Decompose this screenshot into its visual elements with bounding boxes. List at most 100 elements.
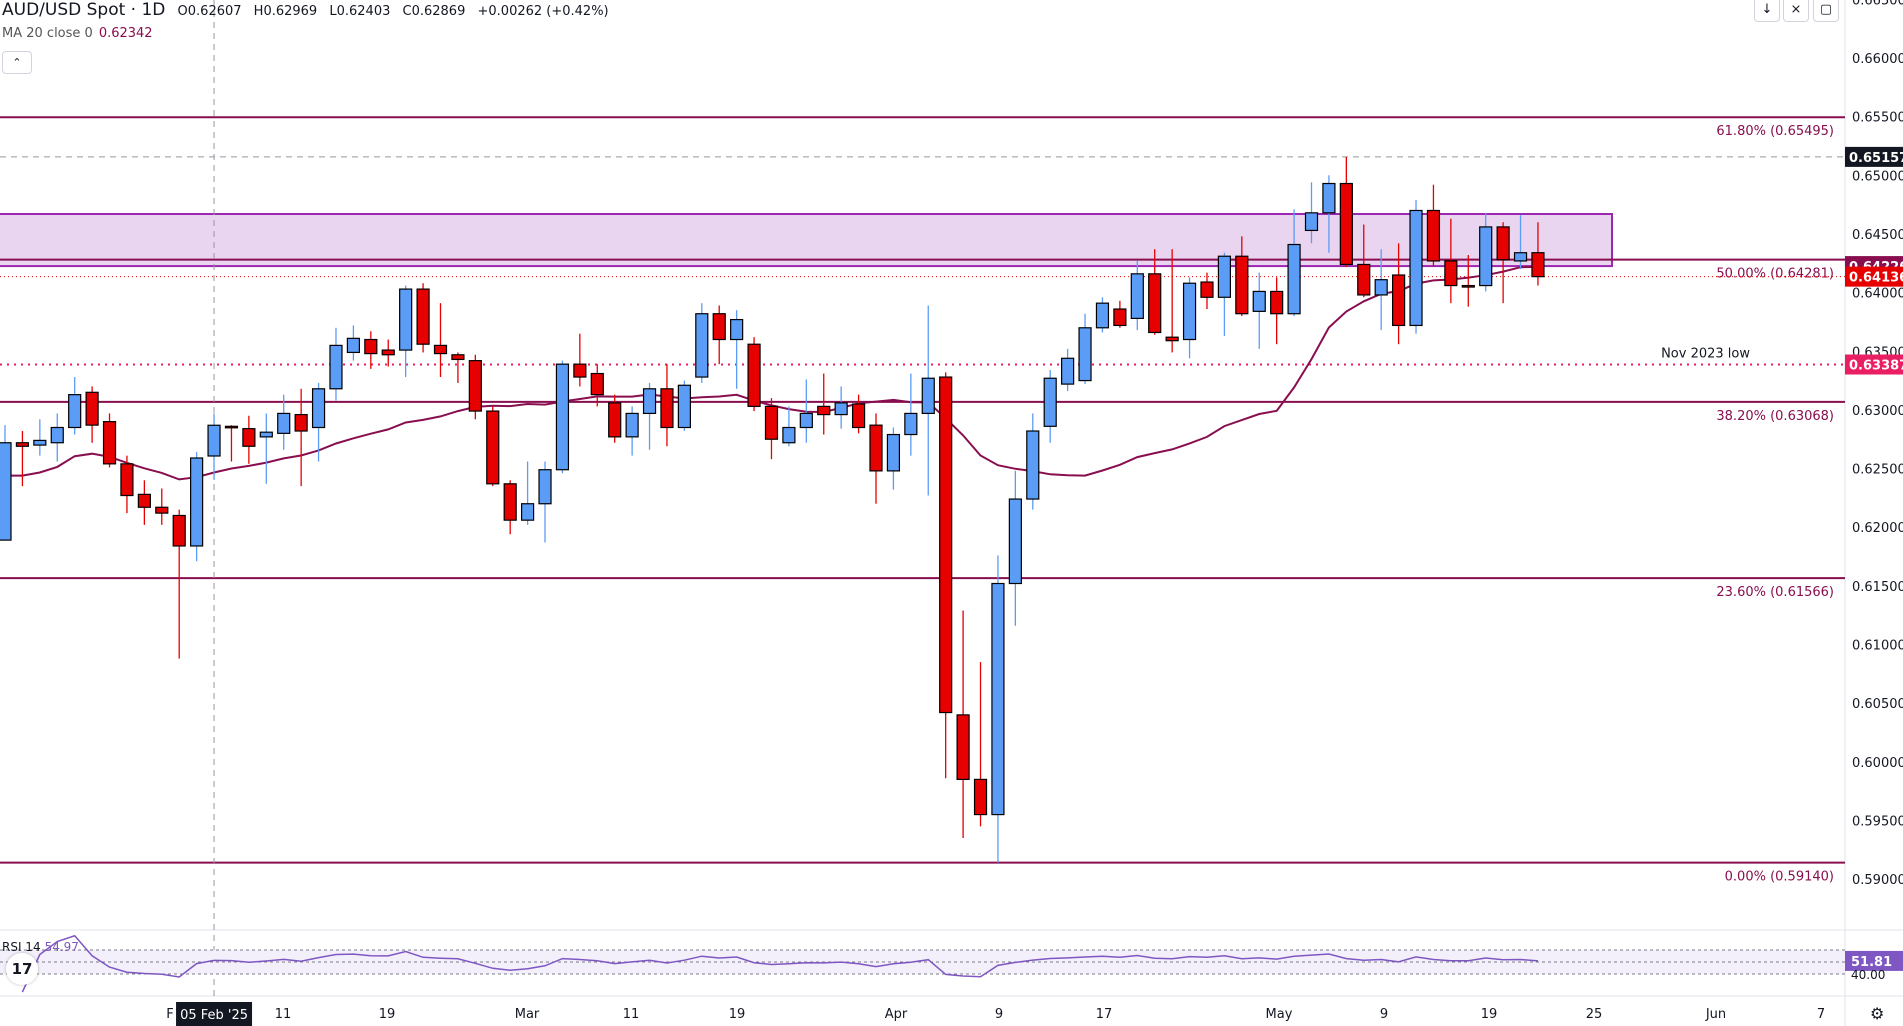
ma-legend[interactable]: MA 20 close 0 0.62342 xyxy=(2,26,153,41)
ma-legend-value: 0.62342 xyxy=(98,26,153,41)
candle-down xyxy=(120,463,134,497)
candle-up xyxy=(799,412,813,429)
candle-up xyxy=(695,313,709,378)
fib-level-label: 61.80% (0.65495) xyxy=(1716,124,1834,139)
candle-up xyxy=(1252,290,1266,312)
y-tick-label: 0.59000 xyxy=(1852,873,1903,888)
candle-down xyxy=(137,493,151,508)
collapse-pane-button[interactable]: ⨯ xyxy=(1783,0,1809,22)
candle-down xyxy=(573,363,587,378)
y-tick-label: 0.65500 xyxy=(1852,111,1903,126)
rsi-legend-label: RSI 14 xyxy=(2,940,41,954)
candle-up xyxy=(346,337,360,354)
candle-up xyxy=(1061,357,1075,385)
ohlc-low: L0.62403 xyxy=(329,4,391,19)
candle-down xyxy=(1496,226,1510,261)
candle-down xyxy=(973,778,988,816)
y-tick-label: 0.62000 xyxy=(1852,521,1903,536)
candle-up xyxy=(991,582,1005,816)
x-tick-label: 17 xyxy=(1096,1007,1113,1022)
candle-down xyxy=(102,421,117,465)
y-tick-label: 0.63000 xyxy=(1852,404,1903,419)
candle-up xyxy=(1304,212,1319,232)
price-axis-label-bg xyxy=(1845,266,1903,287)
x-tick-label: 11 xyxy=(623,1007,640,1022)
settings-icon[interactable]: ⚙ xyxy=(1870,1004,1885,1023)
x-tick-label: Jun xyxy=(1705,1007,1726,1022)
candle-down xyxy=(15,442,30,447)
crosshair-price-label-bg xyxy=(1845,146,1903,167)
rsi-line xyxy=(21,934,1539,993)
candle-up xyxy=(625,412,639,438)
y-tick-label: 0.59500 xyxy=(1852,814,1903,829)
resistance-zone xyxy=(0,213,1613,268)
candle-down xyxy=(242,428,256,447)
price-axis-label: 0.64136 xyxy=(1849,271,1903,286)
candle-down xyxy=(85,391,99,426)
x-tick-label: Apr xyxy=(885,1007,908,1022)
candle-down xyxy=(1461,284,1475,288)
ma-legend-label: MA 20 close 0 xyxy=(2,26,93,41)
collapse-legend-button[interactable]: ⌃ xyxy=(2,51,32,74)
candle-down xyxy=(486,410,500,485)
x-tick-label: 9 xyxy=(995,1007,1003,1022)
candle-up xyxy=(68,394,82,429)
candle-down xyxy=(869,424,883,472)
fib-level-label: 50.00% (0.64281) xyxy=(1716,267,1834,282)
candle-up xyxy=(399,288,413,351)
candle-down xyxy=(712,313,726,341)
candle-up xyxy=(555,363,570,471)
candle-up xyxy=(1409,209,1423,327)
candle-down xyxy=(1426,209,1441,262)
candle-down xyxy=(503,483,517,521)
candle-down xyxy=(172,514,186,547)
y-tick-label: 0.66500 xyxy=(1852,0,1903,8)
candle-down xyxy=(451,354,465,361)
candle-up xyxy=(50,426,64,444)
ohlc-change: +0.00262 (+0.42%) xyxy=(477,4,609,19)
candle-up xyxy=(190,457,204,547)
candle-down xyxy=(1270,290,1284,315)
candle-down xyxy=(468,360,482,412)
y-tick-label: 0.64500 xyxy=(1852,228,1903,243)
rsi-legend[interactable]: RSI 14 54.97 xyxy=(2,940,79,954)
candle-down xyxy=(294,413,308,432)
candle-down xyxy=(364,338,378,355)
arrow-down-icon: ↓ xyxy=(1761,1,1773,17)
candle-down xyxy=(939,376,953,714)
candle-down xyxy=(1391,274,1406,327)
candle-up xyxy=(1322,182,1336,214)
crosshair-date-label: 05 Feb '25 xyxy=(180,1008,248,1023)
candle-down xyxy=(381,349,395,356)
x-tick-label: 7 xyxy=(1817,1007,1825,1022)
candle-down xyxy=(1444,260,1458,287)
fib-level-label: 0.00% (0.59140) xyxy=(1725,870,1834,885)
candle-up xyxy=(642,388,657,415)
candle-down xyxy=(956,714,970,780)
price-axis-label: 0.63387 xyxy=(1849,359,1903,374)
x-tick-label: 25 xyxy=(1586,1007,1603,1022)
candle-up xyxy=(886,433,901,472)
y-tick-label: 0.62500 xyxy=(1852,463,1903,478)
symbol-title[interactable]: AUD/USD Spot · 1D xyxy=(2,0,166,20)
candle-up xyxy=(1078,327,1092,382)
candle-down xyxy=(416,288,430,345)
tradingview-logo[interactable]: 17 xyxy=(6,953,38,985)
scroll-down-button[interactable]: ↓ xyxy=(1754,0,1780,22)
candle-down xyxy=(851,403,866,429)
rsi-axis-label: 40.00 xyxy=(1851,968,1885,982)
candle-up xyxy=(1130,273,1144,320)
candle-up xyxy=(921,377,935,415)
candle-down xyxy=(1148,273,1162,334)
ohlc-close: C0.62869 xyxy=(402,4,466,19)
candle-down xyxy=(1235,255,1249,315)
candle-down xyxy=(747,343,761,407)
price-axis-label-bg xyxy=(1845,354,1903,375)
candle-down xyxy=(590,372,604,396)
rsi-value-label: 51.81 xyxy=(1851,955,1892,970)
candle-down xyxy=(608,402,622,438)
x-tick-label: 19 xyxy=(1481,1007,1498,1022)
candle-up xyxy=(1008,498,1022,585)
maximize-pane-button[interactable]: ▢ xyxy=(1813,0,1839,22)
